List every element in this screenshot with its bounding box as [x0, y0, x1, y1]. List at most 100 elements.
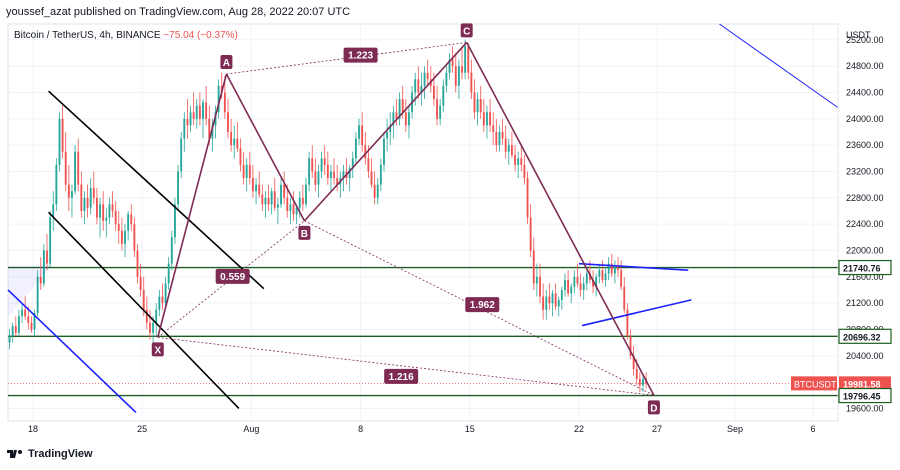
candle-body[interactable]	[551, 293, 554, 304]
candle-body[interactable]	[383, 138, 385, 165]
candle-body[interactable]	[423, 72, 426, 86]
candle-body[interactable]	[479, 99, 482, 113]
candle-body[interactable]	[370, 171, 373, 185]
harmonic-point-marker[interactable]	[647, 400, 660, 415]
candle-body[interactable]	[567, 280, 570, 294]
candle-body[interactable]	[348, 168, 351, 179]
candle-body[interactable]	[242, 164, 245, 179]
candle-body[interactable]	[120, 230, 123, 244]
candle-body[interactable]	[174, 204, 176, 238]
candle-body[interactable]	[523, 164, 526, 179]
harmonic-point-marker[interactable]	[220, 55, 233, 70]
candle-body[interactable]	[280, 184, 282, 205]
candle-body[interactable]	[426, 72, 429, 80]
candle-body[interactable]	[448, 59, 451, 73]
candle-body[interactable]	[476, 99, 479, 113]
candle-body[interactable]	[498, 131, 501, 146]
candle-body[interactable]	[8, 336, 11, 343]
candle-body[interactable]	[233, 138, 236, 146]
candle-body[interactable]	[420, 85, 423, 93]
candle-body[interactable]	[46, 250, 48, 264]
candle-body[interactable]	[71, 191, 73, 198]
candle-body[interactable]	[607, 263, 610, 274]
candle-body[interactable]	[604, 273, 607, 281]
candle-body[interactable]	[295, 207, 298, 215]
candle-body[interactable]	[30, 322, 33, 330]
candle-body[interactable]	[202, 102, 204, 119]
candle-body[interactable]	[27, 316, 30, 323]
candle-body[interactable]	[389, 125, 392, 132]
candle-body[interactable]	[258, 184, 261, 195]
candle-body[interactable]	[539, 276, 541, 297]
ratio-box[interactable]	[384, 368, 419, 384]
candle-body[interactable]	[14, 326, 17, 333]
ratio-box[interactable]	[465, 297, 500, 313]
candle-body[interactable]	[401, 99, 404, 113]
candle-body[interactable]	[467, 46, 470, 73]
candle-body[interactable]	[21, 309, 23, 317]
candle-body[interactable]	[248, 164, 251, 179]
harmonic-leg[interactable]	[303, 41, 468, 222]
candle-body[interactable]	[517, 158, 520, 165]
candle-body[interactable]	[358, 125, 360, 139]
candle-body[interactable]	[102, 204, 105, 221]
candle-body[interactable]	[351, 158, 354, 169]
candle-body[interactable]	[61, 118, 64, 152]
candle-body[interactable]	[55, 164, 58, 205]
candle-body[interactable]	[442, 85, 445, 106]
candle-body[interactable]	[610, 263, 613, 274]
footer[interactable]: TradingView	[6, 448, 93, 460]
candle-body[interactable]	[320, 158, 323, 172]
candle-body[interactable]	[139, 276, 142, 290]
harmonic-leg[interactable]	[225, 73, 306, 222]
candle-body[interactable]	[36, 276, 39, 314]
candle-body[interactable]	[311, 158, 314, 172]
candle-body[interactable]	[520, 158, 523, 165]
candle-body[interactable]	[255, 184, 257, 192]
candle-body[interactable]	[198, 105, 201, 119]
candle-body[interactable]	[124, 230, 126, 244]
candle-body[interactable]	[152, 322, 155, 333]
candle-body[interactable]	[192, 112, 195, 119]
candle-body[interactable]	[42, 250, 45, 284]
candle-body[interactable]	[267, 197, 270, 205]
candle-body[interactable]	[326, 164, 329, 179]
candle-body[interactable]	[464, 46, 467, 73]
candle-body[interactable]	[133, 224, 136, 251]
candle-body[interactable]	[564, 280, 566, 290]
candle-body[interactable]	[386, 131, 389, 139]
triangle-lower-line[interactable]	[581, 299, 692, 327]
candle-body[interactable]	[585, 273, 588, 284]
candle-body[interactable]	[183, 118, 186, 139]
candle-body[interactable]	[305, 184, 307, 205]
candle-body[interactable]	[245, 164, 248, 179]
candle-body[interactable]	[404, 112, 407, 126]
candle-body[interactable]	[548, 296, 551, 304]
candle-body[interactable]	[264, 197, 267, 205]
trendline-lower-left[interactable]	[7, 289, 137, 414]
candle-body[interactable]	[629, 336, 632, 356]
candle-body[interactable]	[317, 171, 320, 185]
candle-body[interactable]	[89, 187, 92, 208]
candle-body[interactable]	[529, 217, 532, 251]
candle-body[interactable]	[230, 131, 233, 146]
candle-body[interactable]	[83, 197, 86, 211]
candle-body[interactable]	[270, 191, 273, 205]
candle-body[interactable]	[164, 283, 167, 304]
channel-upper-line[interactable]	[48, 90, 265, 290]
candle-body[interactable]	[542, 296, 545, 310]
candle-body[interactable]	[239, 148, 242, 165]
candle-body[interactable]	[638, 378, 641, 386]
candle-body[interactable]	[354, 138, 357, 159]
candle-body[interactable]	[227, 112, 229, 132]
candle-body[interactable]	[489, 112, 492, 126]
candle-body[interactable]	[486, 112, 488, 126]
candle-body[interactable]	[598, 270, 601, 277]
candle-body[interactable]	[273, 191, 276, 208]
candle-body[interactable]	[376, 184, 379, 198]
candle-body[interactable]	[432, 85, 435, 100]
candle-body[interactable]	[379, 164, 382, 185]
candle-body[interactable]	[261, 194, 264, 205]
candle-body[interactable]	[367, 158, 370, 172]
